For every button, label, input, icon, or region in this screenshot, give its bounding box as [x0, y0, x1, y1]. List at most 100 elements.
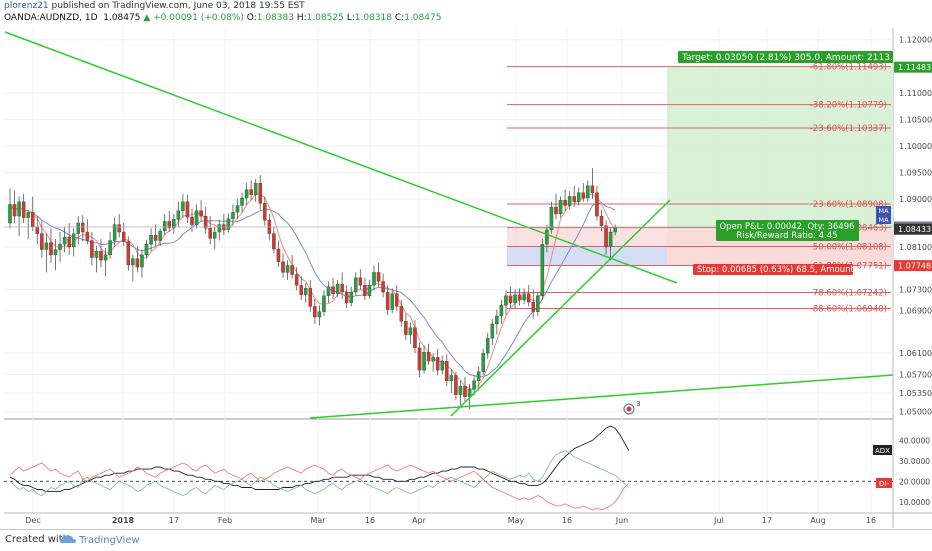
candle [108, 232, 112, 259]
indicator-tick: 40.0000 [899, 436, 930, 445]
target-label-bg [678, 51, 893, 63]
candle [545, 224, 549, 253]
candle-body [340, 283, 344, 293]
candle-body [103, 254, 108, 261]
fib-label: 50.00%(1.08108) [813, 242, 887, 252]
pnl-label: Open P&L: 0.00042, Qty: 36496 [719, 222, 854, 232]
candle-body [577, 192, 581, 202]
candle-body [472, 380, 476, 390]
adx-tag: ADX [875, 447, 890, 455]
candle-body [313, 306, 317, 318]
candle-body [240, 197, 244, 206]
candle [299, 276, 303, 301]
candle [131, 254, 135, 282]
candle-body [549, 206, 554, 231]
candle [285, 260, 290, 280]
candle-body [508, 295, 513, 303]
candle [367, 279, 372, 299]
candle [190, 208, 194, 233]
trend-lines [4, 31, 894, 419]
last-price: 1.08475 [103, 13, 141, 23]
candle-body [71, 233, 76, 248]
candle [140, 249, 144, 278]
candle-body [199, 210, 203, 217]
symbol-info: OANDA:AUDNZD, 1D 1.08475 ▲ +0.00091 (+0.… [4, 13, 441, 23]
candle-body [367, 285, 372, 296]
candle-body [476, 371, 481, 381]
candle [554, 193, 558, 220]
candle-body [449, 375, 454, 381]
candle-body [536, 295, 540, 312]
candle [586, 180, 590, 202]
candle [199, 200, 203, 222]
high-label: H: [296, 13, 307, 23]
candle-body [422, 351, 426, 371]
candle-body [344, 291, 349, 303]
publisher-link[interactable]: plorenz21 [4, 1, 49, 11]
candle-body [326, 286, 331, 296]
event-icon-dot [626, 406, 632, 412]
indicator-tick: 30.0000 [899, 457, 930, 466]
price-label: 1.08433 [898, 225, 931, 234]
close-label: C: [394, 13, 405, 23]
candle [572, 185, 576, 208]
candle-body [112, 224, 117, 241]
candle [390, 288, 394, 314]
candles [8, 168, 617, 409]
candle-body [244, 189, 249, 199]
candle-body [253, 182, 258, 195]
adx-tag-bg [873, 445, 892, 455]
candle [253, 178, 258, 202]
ma-tag-bg [876, 206, 891, 215]
candle-body [53, 249, 58, 256]
price-chart[interactable]: -61.80%(1.11493) -38.20%(1.10779) -23.60%(… [0, 0, 932, 529]
price-tick: 1.10500 [899, 115, 932, 124]
candle-body [140, 254, 144, 268]
candle-body [513, 294, 517, 303]
candle [399, 300, 404, 327]
candle-body [30, 212, 35, 227]
candle [185, 194, 190, 223]
candle [349, 286, 353, 307]
candle-body [58, 244, 62, 250]
candle-body [235, 205, 240, 213]
candle [176, 201, 181, 227]
time-tick: Jul [713, 516, 724, 525]
candle-body [149, 235, 153, 245]
candle [258, 175, 262, 210]
candle-body [299, 285, 303, 295]
candle [344, 285, 349, 309]
candle-body [62, 237, 67, 245]
fib-label: 78.60%(1.07242) [813, 288, 887, 298]
candle [226, 213, 231, 233]
candle-body [194, 210, 199, 225]
candle-body [526, 293, 531, 303]
candle-body [581, 192, 586, 199]
candle [331, 277, 335, 299]
candle-body [372, 272, 376, 286]
candle-body [490, 323, 495, 339]
ma-tag-bg [876, 215, 891, 224]
candle [317, 305, 322, 326]
candle-body [212, 231, 217, 239]
candle-body [399, 306, 404, 322]
time-tick: Apr [412, 516, 427, 525]
candle-body [249, 189, 253, 195]
candle [217, 219, 222, 241]
time-tick: Mar [310, 516, 326, 525]
candle [340, 272, 344, 299]
time-tick: Aug [810, 516, 826, 525]
tradingview-logo[interactable]: TradingView [60, 533, 140, 546]
price-label: 1.11483 [898, 63, 931, 72]
candle-body [94, 251, 99, 258]
candle-body [504, 295, 508, 306]
candle [126, 236, 131, 271]
candle-body [208, 228, 212, 239]
candle-body [517, 294, 522, 301]
low-value: 1.08318 [354, 13, 392, 23]
candle-body [404, 321, 408, 335]
candle [94, 245, 99, 273]
candle-body [394, 293, 399, 307]
candle-body [454, 375, 458, 395]
candle-body [349, 291, 353, 303]
